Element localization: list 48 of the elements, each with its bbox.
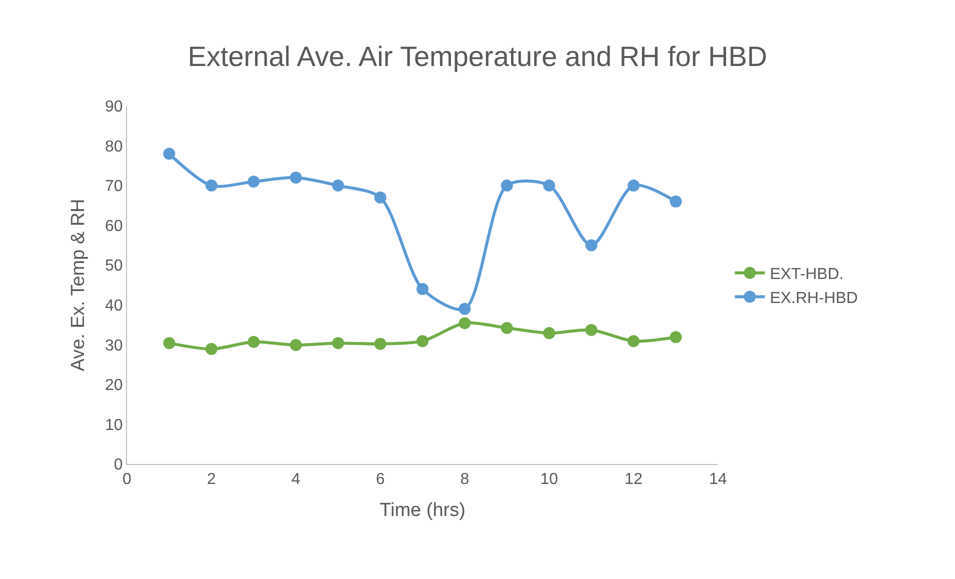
x-tick-label: 6 [376, 471, 385, 488]
y-tick-label: 90 [105, 98, 123, 116]
y-tick-label: 10 [105, 416, 123, 434]
legend-label: EX.RH-HBD [770, 290, 858, 307]
y-tick-label: 20 [105, 377, 123, 394]
point [374, 191, 386, 204]
x-tick-label: 12 [624, 471, 643, 488]
point [416, 335, 428, 348]
point [248, 336, 260, 348]
point [670, 195, 682, 208]
y-tick-label: 70 [105, 178, 123, 196]
point [374, 338, 386, 350]
point [290, 172, 302, 184]
point [163, 148, 176, 160]
y-tick-label: 0 [114, 456, 123, 474]
point [205, 180, 218, 192]
point [163, 337, 176, 350]
y-tick-label: 80 [105, 138, 123, 156]
point [248, 176, 260, 188]
point [205, 343, 218, 356]
point [332, 337, 344, 350]
point [670, 331, 682, 344]
point [543, 327, 556, 340]
y-tick-label: 30 [105, 337, 123, 354]
x-tick-label: 14 [709, 471, 727, 488]
point [543, 180, 556, 192]
chart-title: External Ave. Air Temperature and RH for HBD [188, 40, 768, 72]
point [416, 282, 428, 295]
x-axis-title: Time (hrs) [380, 500, 466, 521]
x-tick-label: 4 [291, 471, 300, 488]
point [628, 180, 640, 192]
point [585, 324, 598, 336]
point [458, 302, 471, 315]
point [585, 239, 598, 252]
x-tick-label: 10 [540, 471, 558, 488]
legend-label: EXT-HBD. [770, 266, 844, 284]
y-tick-label: 40 [105, 297, 123, 314]
x-tick-label: 8 [460, 471, 470, 488]
x-tick-label: 2 [206, 471, 216, 488]
point [500, 180, 513, 192]
point [332, 180, 344, 192]
point [458, 317, 471, 330]
y-axis-title: Ave. Ex. Temp & RH [68, 198, 89, 372]
point [500, 322, 513, 334]
y-tick-label: 50 [105, 258, 123, 275]
y-tick-label: 60 [105, 218, 123, 235]
point [628, 335, 640, 348]
point [290, 339, 302, 352]
